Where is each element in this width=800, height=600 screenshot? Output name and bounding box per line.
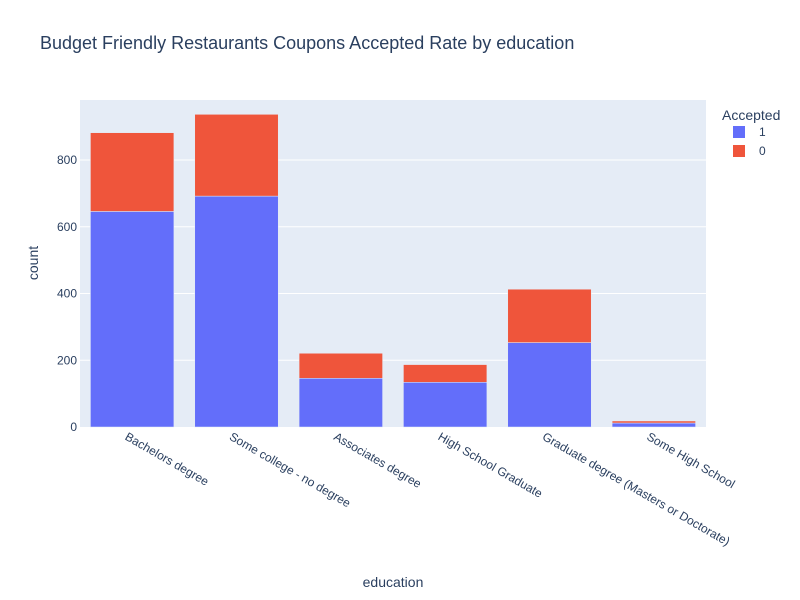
bar-series-0-0 [90, 132, 175, 212]
bar-series-0-2 [298, 353, 383, 379]
bar-series-0-3 [403, 364, 488, 383]
x-tick-labels: Bachelors degree Some college - no degree… [123, 429, 738, 548]
plot-background [80, 100, 706, 427]
y-tick-label: 200 [57, 353, 77, 367]
x-tick-label: Some High School [644, 429, 737, 491]
legend: Accepted 1 0 [722, 107, 780, 158]
chart-title: Budget Friendly Restaurants Coupons Acce… [40, 33, 575, 53]
grid-lines [80, 159, 706, 361]
legend-label-0: 0 [759, 144, 766, 158]
x-tick-label: Graduate degree (Masters or Doctorate) [540, 429, 732, 548]
legend-swatch-0 [733, 145, 745, 157]
y-tick-label: 400 [57, 287, 77, 301]
y-tick-label: 800 [57, 153, 77, 167]
y-axis-label: count [25, 246, 41, 280]
legend-title: Accepted [722, 107, 780, 123]
bars [90, 114, 696, 428]
bar-series-1-3 [403, 382, 488, 428]
bar-series-1-4 [507, 342, 592, 428]
legend-swatch-1 [733, 126, 745, 138]
bar-series-0-5 [611, 420, 696, 424]
bar-series-1-2 [298, 378, 383, 428]
y-tick-label: 0 [70, 420, 77, 434]
x-axis-label: education [363, 574, 424, 590]
bar-series-0-1 [194, 114, 279, 197]
x-tick-label: Associates degree [331, 429, 424, 491]
x-tick-label: High School Graduate [436, 429, 546, 500]
x-tick-label: Bachelors degree [123, 429, 212, 488]
bar-series-0-4 [507, 288, 592, 343]
legend-label-1: 1 [759, 125, 766, 139]
bar-series-1-5 [611, 422, 696, 428]
bar-series-1-1 [194, 195, 279, 428]
bar-series-1-0 [90, 211, 175, 428]
y-tick-label: 600 [57, 220, 77, 234]
y-tick-labels: 0 200 400 600 800 [57, 153, 77, 434]
